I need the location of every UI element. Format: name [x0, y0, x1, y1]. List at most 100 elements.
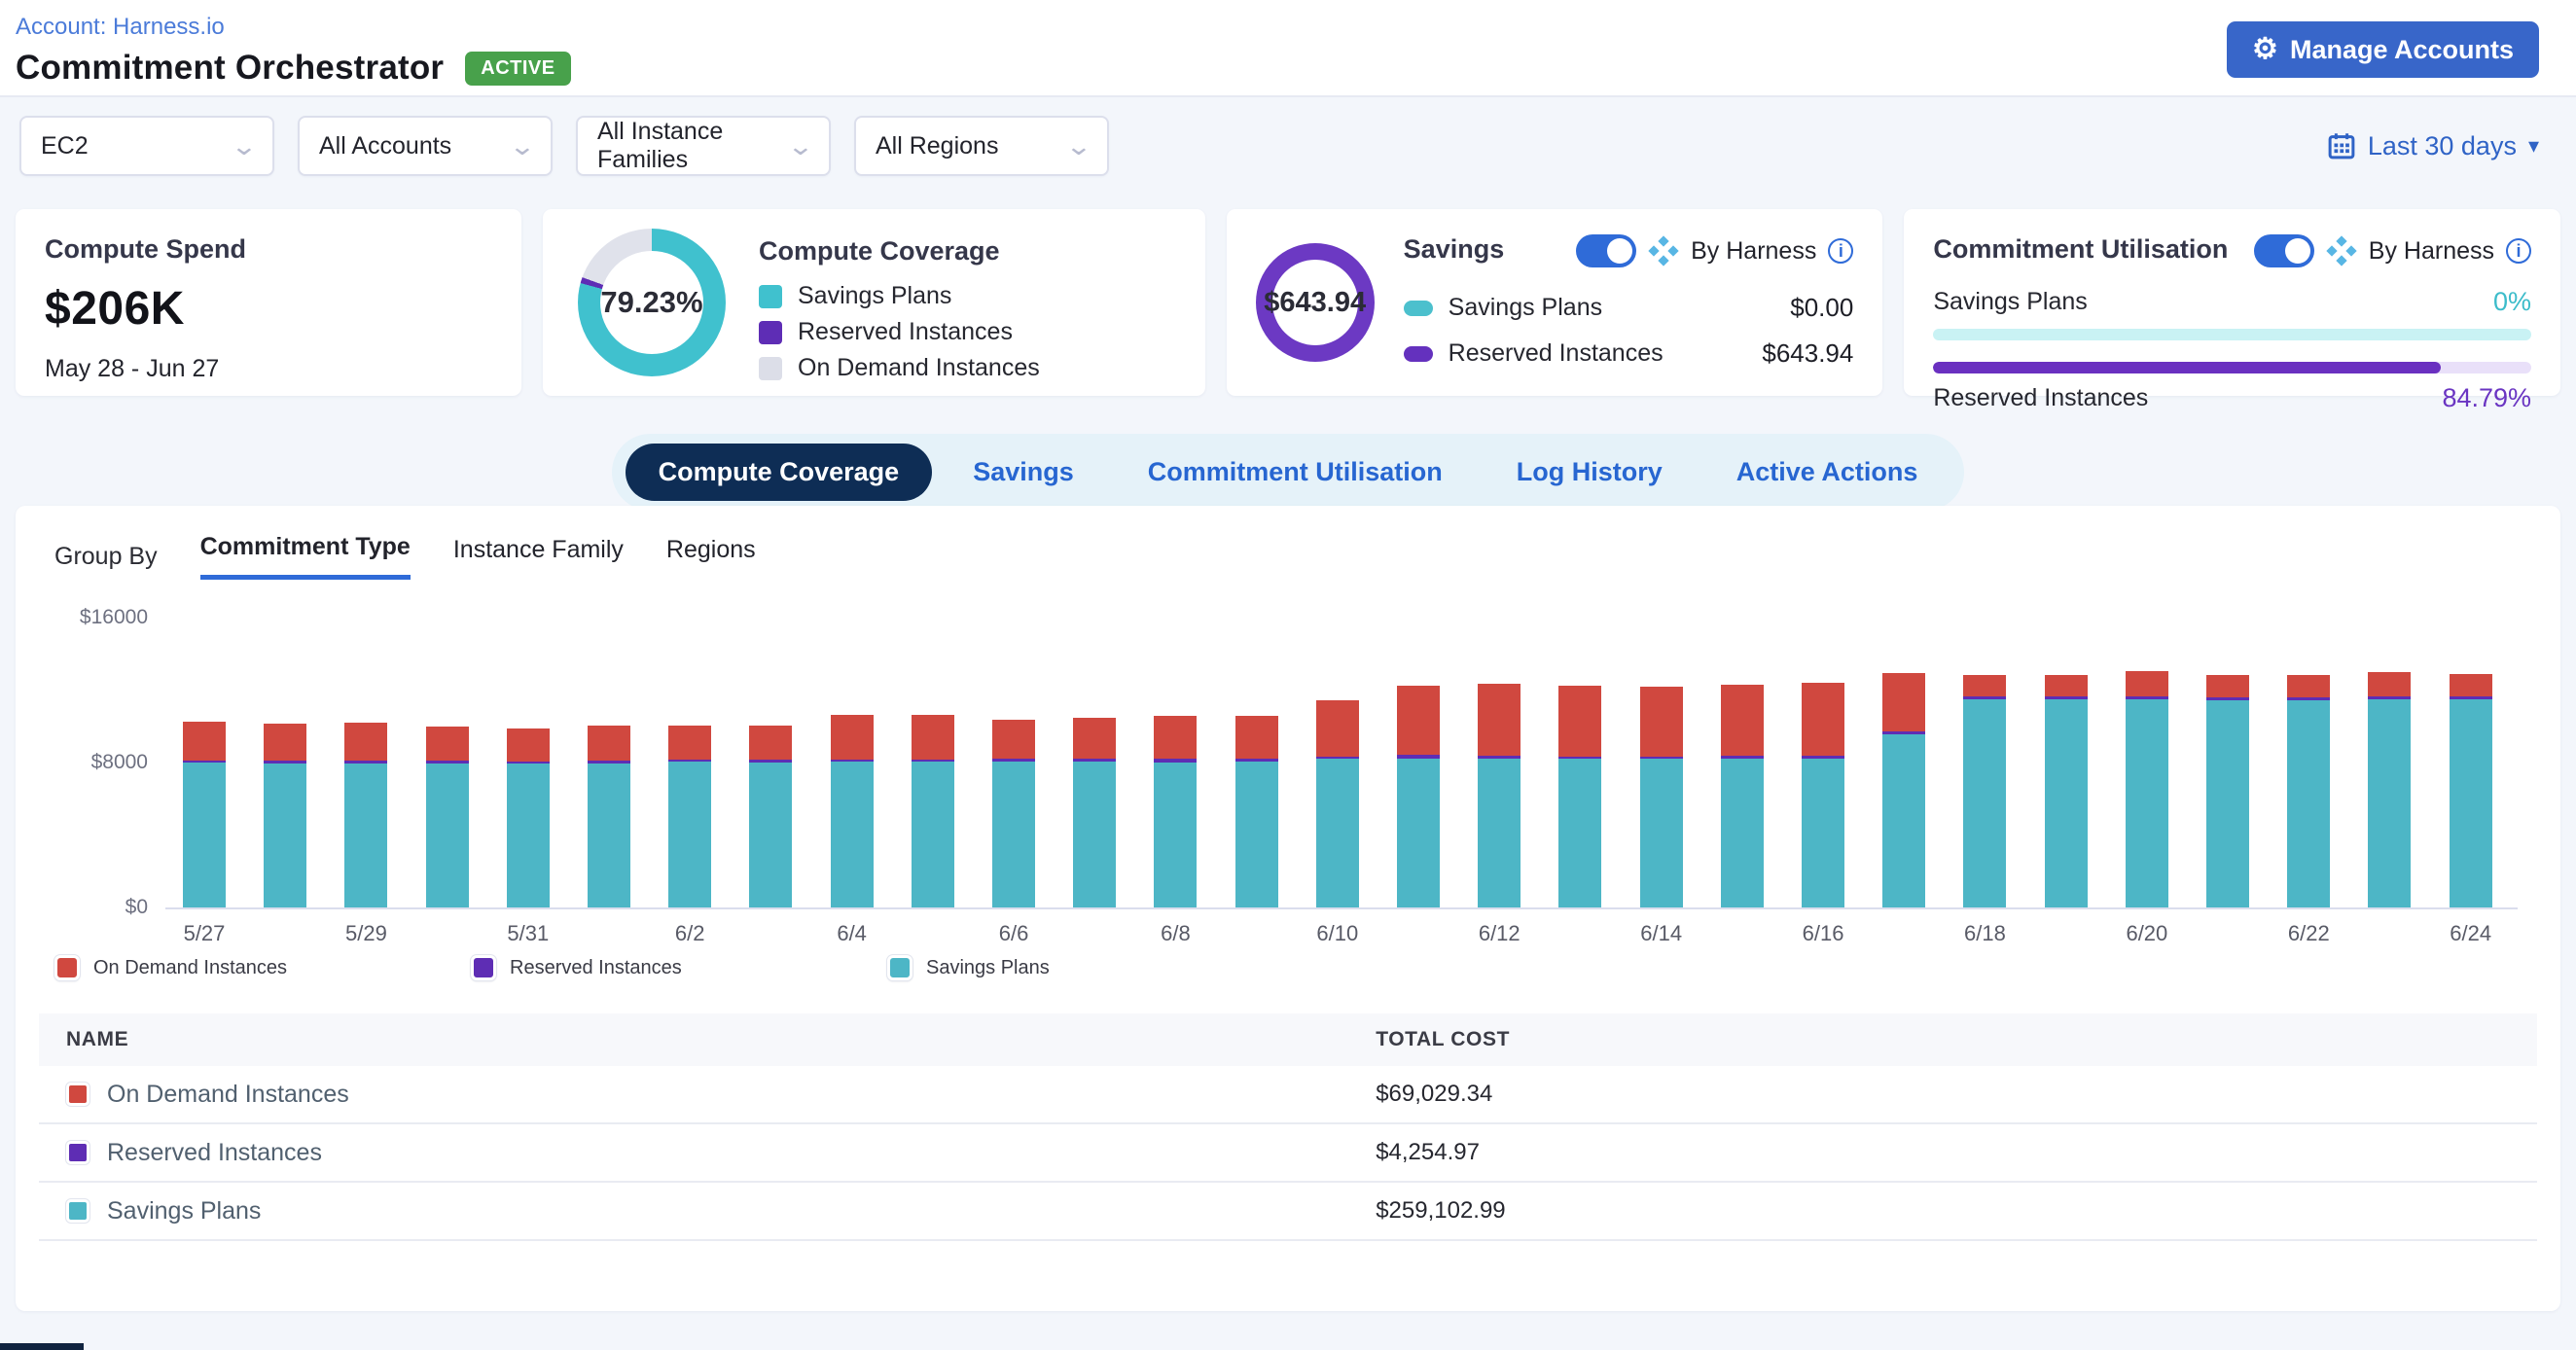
- group-by-label: Group By: [54, 542, 158, 570]
- bar-segment-savings-plans: [1315, 759, 1359, 907]
- bar-segment-savings-plans: [911, 762, 954, 907]
- bar-group-6-14: 6/14: [1639, 618, 1683, 945]
- bar-segment-reserved-instances: [1234, 759, 1278, 763]
- tab-savings[interactable]: Savings: [973, 457, 1074, 486]
- bar-segment-on-demand-instances: [1073, 718, 1117, 760]
- instance-families-select-value: All Instance Families: [597, 118, 724, 173]
- bar-segment-reserved-instances: [992, 759, 1036, 763]
- bar-segment-savings-plans: [425, 763, 469, 907]
- bar-segment-savings-plans: [1234, 762, 1278, 907]
- column-header-name: NAME: [66, 1028, 129, 1050]
- bar-segment-on-demand-instances: [425, 726, 469, 762]
- bar-group-6-9: [1234, 618, 1278, 907]
- bar-group-6-2: 6/2: [668, 618, 712, 945]
- bar-segment-savings-plans: [2044, 699, 2088, 907]
- table-row-reserved-instances[interactable]: Reserved Instances $4,254.97: [39, 1124, 2537, 1183]
- accounts-select[interactable]: All Accounts ⌄: [298, 116, 553, 176]
- account-breadcrumb-link[interactable]: Account: Harness.io: [16, 14, 225, 40]
- legend-swatch-reserved-instances: [66, 1141, 89, 1164]
- instance-families-select[interactable]: All Instance Families ⌄: [576, 116, 831, 176]
- bar-group-6-15: [1720, 618, 1764, 907]
- bar-segment-on-demand-instances: [2206, 675, 2250, 697]
- by-harness-toggle[interactable]: [1576, 234, 1637, 267]
- table-cell-name: On Demand Instances: [66, 1081, 1376, 1109]
- bar-segment-savings-plans: [830, 761, 874, 907]
- by-harness-toggle[interactable]: [2253, 234, 2314, 267]
- table-row-savings-plans[interactable]: Savings Plans $259,102.99: [39, 1183, 2537, 1241]
- x-axis-tick-label: 6/22: [2287, 921, 2330, 945]
- bar-group-5-29: 5/29: [344, 618, 388, 945]
- group-by-option-regions[interactable]: Regions: [665, 535, 756, 563]
- bar-group-6-8: 6/8: [1154, 618, 1198, 945]
- tab-compute-coverage[interactable]: Compute Coverage: [625, 444, 933, 501]
- bar-segment-reserved-instances: [668, 759, 712, 763]
- bar-segment-on-demand-instances: [911, 714, 954, 760]
- y-axis-tick-label: $0: [125, 896, 148, 918]
- date-range-picker[interactable]: Last 30 days ▾: [2327, 131, 2539, 161]
- bar-group-5-30: [425, 618, 469, 907]
- legend-label: On Demand Instances: [798, 354, 1040, 381]
- x-axis-line: [165, 907, 2518, 909]
- legend-swatch-on-demand-instances: [54, 955, 80, 980]
- savings-card: $643.94 Savings: [1226, 209, 1883, 396]
- info-icon[interactable]: i: [2506, 238, 2532, 264]
- tab-commitment-utilisation[interactable]: Commitment Utilisation: [1147, 457, 1443, 486]
- info-icon[interactable]: i: [1828, 238, 1854, 264]
- bar-group-6-10: 6/10: [1315, 618, 1359, 945]
- bar-segment-savings-plans: [1802, 758, 1845, 907]
- bar-segment-reserved-instances: [749, 760, 793, 763]
- bar-group-6-5: [911, 618, 954, 907]
- bar-segment-reserved-instances: [2044, 696, 2088, 700]
- by-harness-label: By Harness: [2368, 236, 2495, 265]
- coverage-donut-chart: 79.23%: [578, 229, 726, 376]
- table-row-on-demand-instances[interactable]: On Demand Instances $69,029.34: [39, 1066, 2537, 1124]
- savings-row-label: Reserved Instances: [1448, 339, 1664, 367]
- bar-segment-on-demand-instances: [344, 722, 388, 762]
- bar-segment-savings-plans: [2206, 699, 2250, 907]
- savings-row-label: Savings Plans: [1448, 294, 1603, 321]
- tab-log-history[interactable]: Log History: [1516, 457, 1663, 486]
- table-cell-total-cost: $4,254.97: [1376, 1139, 1480, 1165]
- row-name-label: Reserved Instances: [107, 1138, 322, 1166]
- bar-group-6-23: [2368, 618, 2412, 907]
- card-title: Savings: [1403, 234, 1505, 264]
- bar-segment-savings-plans: [264, 763, 307, 907]
- bar-segment-savings-plans: [2125, 698, 2168, 907]
- service-select[interactable]: EC2 ⌄: [19, 116, 274, 176]
- savings-ring-chart: $643.94: [1255, 243, 1375, 362]
- table-header: NAME TOTAL COST: [39, 1013, 2537, 1066]
- bar-segment-reserved-instances: [344, 761, 388, 764]
- page-title: Commitment Orchestrator: [16, 49, 445, 87]
- bar-group-6-6: 6/6: [992, 618, 1036, 945]
- bar-segment-savings-plans: [344, 763, 388, 907]
- card-title: Compute Coverage: [759, 236, 1000, 266]
- legend-label: Savings Plans: [926, 956, 1050, 978]
- legend-swatch-on-demand-instances: [66, 1083, 89, 1106]
- utilisation-percent: 0%: [2492, 287, 2532, 316]
- group-by-option-instance-family[interactable]: Instance Family: [452, 535, 624, 563]
- bar-segment-savings-plans: [1397, 758, 1441, 907]
- y-axis-tick-label: $8000: [90, 751, 148, 773]
- manage-accounts-button[interactable]: ⚙ Manage Accounts: [2227, 21, 2539, 78]
- bar-segment-savings-plans: [668, 762, 712, 907]
- bar-segment-reserved-instances: [588, 761, 631, 764]
- bar-segment-on-demand-instances: [588, 725, 631, 762]
- regions-select[interactable]: All Regions ⌄: [854, 116, 1109, 176]
- bar-group-6-22: 6/22: [2287, 618, 2331, 945]
- bar-group-6-16: 6/16: [1802, 618, 1845, 945]
- bar-group-6-18: 6/18: [1963, 618, 2007, 945]
- bar-segment-on-demand-instances: [1963, 675, 2007, 697]
- utilisation-progress-savings-plans: [1933, 329, 2532, 340]
- x-axis-tick-label: 6/14: [1640, 921, 1683, 945]
- bar-segment-on-demand-instances: [1720, 685, 1764, 756]
- bar-segment-on-demand-instances: [264, 724, 307, 762]
- group-by-option-commitment-type[interactable]: Commitment Type: [199, 533, 411, 580]
- savings-row-reserved-instances: Reserved Instances $643.94: [1403, 338, 1853, 369]
- chevron-down-icon: ⌄: [786, 130, 815, 160]
- tab-active-actions[interactable]: Active Actions: [1735, 457, 1918, 486]
- bar-segment-reserved-instances: [1639, 756, 1683, 760]
- legend-label: Reserved Instances: [510, 956, 682, 978]
- bar-segment-reserved-instances: [2125, 696, 2168, 699]
- caret-down-icon: ▾: [2527, 133, 2539, 158]
- bar-segment-savings-plans: [1963, 699, 2007, 907]
